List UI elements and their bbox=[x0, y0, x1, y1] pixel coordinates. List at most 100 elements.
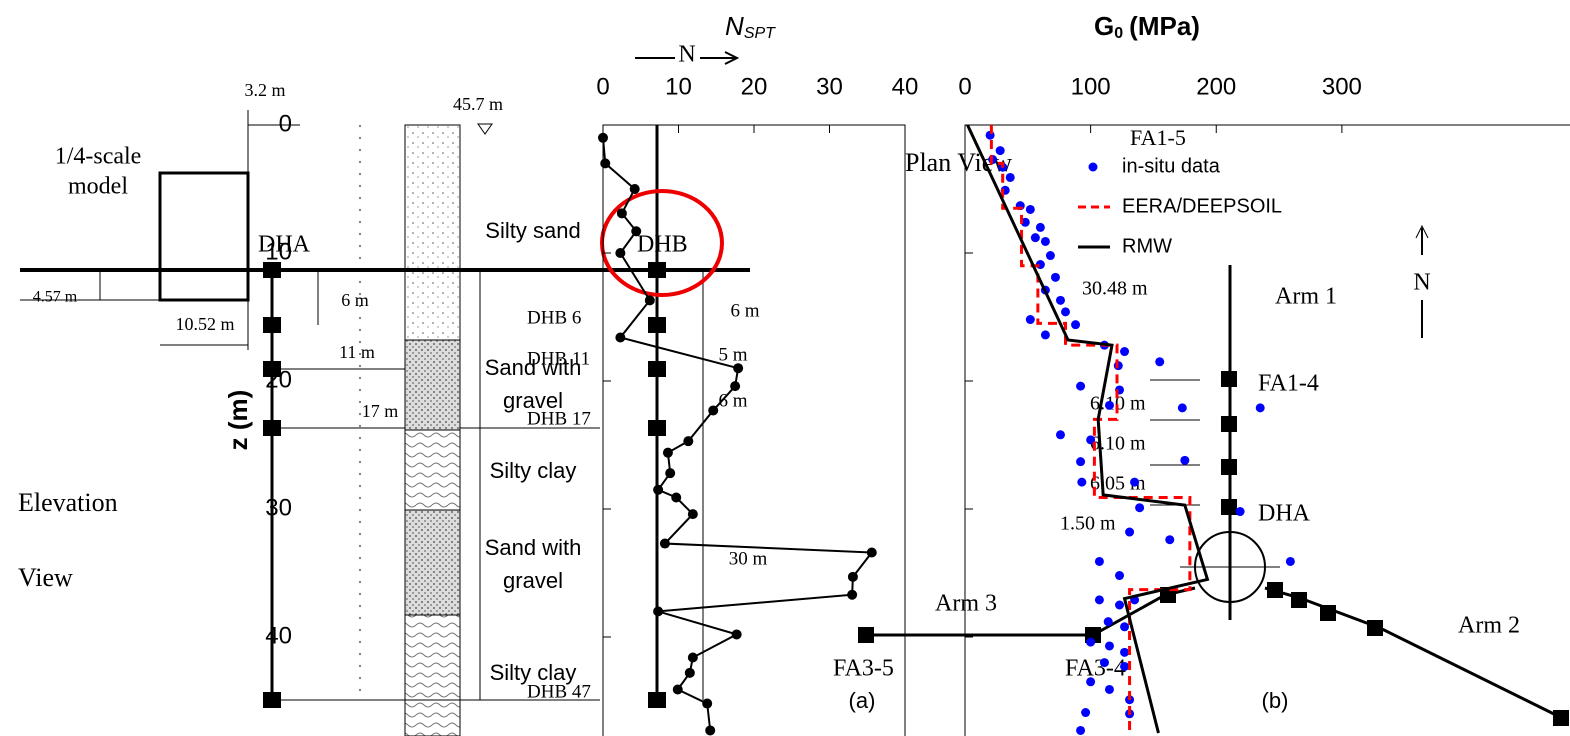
in-situ-point bbox=[1104, 641, 1114, 651]
in-situ-point bbox=[1061, 307, 1070, 317]
in-situ-point bbox=[1030, 233, 1040, 243]
n-spt-point bbox=[659, 538, 670, 549]
x-tick-label: 100 bbox=[1071, 73, 1111, 100]
in-situ-point bbox=[1081, 708, 1091, 718]
in-situ-point bbox=[1155, 357, 1165, 367]
annotation: DHB 11 bbox=[527, 348, 590, 369]
in-situ-point bbox=[1076, 381, 1086, 391]
title-main: N bbox=[725, 11, 744, 41]
annotation: Silty sand bbox=[485, 218, 580, 243]
annotation: FA3-5 bbox=[833, 656, 894, 682]
annotation: Sand with bbox=[485, 535, 582, 560]
in-situ-point bbox=[1086, 677, 1096, 687]
in-situ-point bbox=[1094, 556, 1104, 566]
annotation: 11 m bbox=[339, 342, 375, 362]
legend-label: RMW bbox=[1122, 235, 1172, 257]
n-spt-point bbox=[653, 484, 664, 495]
n-spt-point bbox=[665, 468, 676, 479]
n-spt-point bbox=[631, 226, 642, 237]
in-situ-point bbox=[1071, 320, 1081, 330]
plan-sketch bbox=[866, 224, 1561, 719]
in-situ-point bbox=[1120, 622, 1130, 632]
n-spt-point bbox=[687, 652, 698, 663]
plot-frame-b bbox=[964, 124, 1570, 736]
x-tick-label: 300 bbox=[1322, 73, 1362, 100]
annotation: 5 m bbox=[718, 344, 747, 365]
in-situ-point bbox=[1099, 658, 1109, 668]
annotation: 6.10 m bbox=[1090, 393, 1146, 415]
n-spt-point bbox=[684, 667, 695, 678]
x-tick-label: 0 bbox=[596, 73, 609, 100]
in-situ-point bbox=[1130, 477, 1140, 487]
in-situ-point bbox=[1040, 330, 1050, 340]
n-spt-point bbox=[644, 295, 655, 306]
in-situ-point bbox=[1115, 571, 1125, 581]
in-situ-point bbox=[1040, 236, 1050, 246]
legend-label: in-situ data bbox=[1122, 155, 1221, 177]
annotation: FA1-5 bbox=[1130, 125, 1186, 150]
y-tick-label: 20 bbox=[265, 366, 292, 393]
annotation: gravel bbox=[503, 568, 563, 593]
in-situ-point bbox=[1115, 600, 1125, 610]
in-situ-point bbox=[1135, 503, 1145, 513]
annotation: Silty clay bbox=[490, 660, 577, 685]
in-situ-point bbox=[1025, 204, 1035, 214]
n-spt-line bbox=[602, 137, 874, 731]
title-unit: (MPa) bbox=[1129, 11, 1200, 41]
chart-title: G0 (MPa) bbox=[1094, 11, 1200, 42]
n-spt-point bbox=[733, 363, 744, 374]
n-spt-point bbox=[708, 405, 719, 416]
y-tick-label: 30 bbox=[265, 494, 292, 521]
annotation: Silty clay bbox=[490, 458, 577, 483]
in-situ-point bbox=[1180, 455, 1190, 465]
annotation: model bbox=[68, 174, 128, 200]
in-situ-point bbox=[1165, 535, 1175, 545]
in-situ-point bbox=[1235, 507, 1245, 517]
annotation: gravel bbox=[503, 388, 563, 413]
profile-line bbox=[989, 125, 1192, 733]
annotation: 4.57 m bbox=[33, 289, 78, 306]
legend-label: EERA/DEEPSOIL bbox=[1122, 195, 1282, 217]
in-situ-point bbox=[1104, 400, 1114, 410]
n-spt-point bbox=[847, 571, 858, 582]
profile-line bbox=[966, 124, 1210, 734]
annotation: DHB 6 bbox=[527, 307, 581, 328]
n-spt-point bbox=[866, 547, 877, 558]
highlight-circle bbox=[600, 189, 724, 297]
in-situ-point bbox=[1076, 725, 1086, 735]
annotation: 30 m bbox=[729, 548, 768, 569]
annotation: 1/4-scale bbox=[55, 144, 142, 170]
annotation: 6 m bbox=[730, 300, 759, 321]
in-situ-point bbox=[995, 146, 1005, 156]
legend-symbol bbox=[1088, 162, 1098, 172]
x-tick-label: 0 bbox=[958, 73, 971, 100]
in-situ-point bbox=[1050, 272, 1060, 282]
in-situ-point bbox=[1125, 527, 1135, 537]
title-sub: SPT bbox=[744, 25, 776, 42]
annotation: (b) bbox=[1262, 688, 1289, 713]
annotation: Sand with bbox=[485, 355, 582, 380]
n-spt-point bbox=[615, 248, 626, 258]
in-situ-point bbox=[1055, 430, 1065, 440]
x-tick-label: 20 bbox=[741, 73, 768, 100]
in-situ-point bbox=[1255, 403, 1265, 413]
annotation: N bbox=[1413, 270, 1430, 296]
in-situ-point bbox=[1177, 403, 1187, 413]
annotation: 45.7 m bbox=[453, 94, 503, 114]
n-spt-point bbox=[672, 684, 683, 695]
in-situ-point bbox=[1086, 435, 1096, 445]
annotation: DHA bbox=[258, 232, 311, 258]
n-spt-point bbox=[662, 447, 673, 458]
y-tick-label: 0 bbox=[279, 110, 292, 137]
annotation: 1.50 m bbox=[1060, 513, 1116, 535]
x-tick-label: 30 bbox=[816, 73, 843, 100]
annotation: FA1-4 bbox=[1258, 371, 1319, 397]
annotation: View bbox=[18, 563, 73, 592]
chart-title: NSPT bbox=[725, 11, 776, 42]
n-spt-point bbox=[653, 606, 664, 617]
y-tick-label: 10 bbox=[265, 238, 292, 265]
annotation: (a) bbox=[849, 688, 876, 713]
in-situ-point bbox=[1076, 457, 1086, 467]
annotation: DHA bbox=[1258, 501, 1311, 527]
